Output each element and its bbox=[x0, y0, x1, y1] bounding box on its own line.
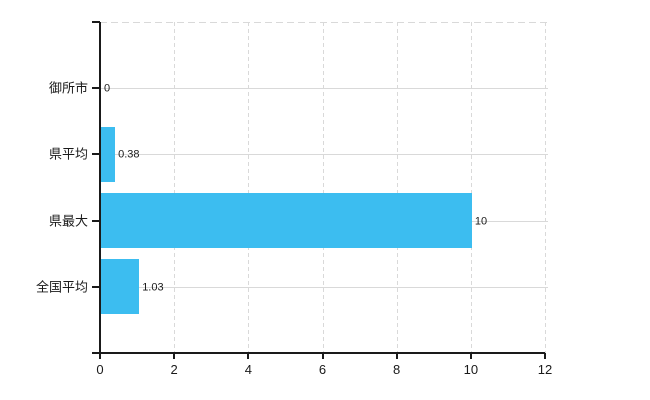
x-axis-tick bbox=[321, 353, 324, 359]
x-axis-tick-label: 0 bbox=[96, 362, 104, 377]
y-axis-line bbox=[99, 22, 101, 353]
y-axis-tick bbox=[92, 153, 100, 156]
x-axis-tick bbox=[173, 353, 176, 359]
y-axis-label: 全国平均 bbox=[35, 279, 88, 295]
x-axis-tick-label: 8 bbox=[393, 362, 401, 377]
x-axis-tick-label: 6 bbox=[318, 362, 327, 377]
bar-value-label: 1.03 bbox=[142, 281, 164, 294]
x-axis-tick bbox=[469, 353, 472, 359]
x-axis-tick-label: 4 bbox=[244, 362, 252, 377]
gridline-horizontal bbox=[100, 154, 548, 156]
y-axis-label: 県最大 bbox=[48, 213, 88, 229]
gridline-vertical bbox=[322, 22, 324, 353]
gridline-vertical bbox=[396, 22, 398, 353]
x-axis-tick-label: 2 bbox=[170, 362, 178, 377]
bar bbox=[101, 126, 116, 182]
y-axis-tick bbox=[92, 285, 100, 288]
plot-top-border bbox=[100, 22, 548, 23]
x-axis-tick bbox=[247, 353, 250, 359]
bar-value-label: 0 bbox=[104, 82, 111, 95]
x-axis-tick bbox=[544, 353, 546, 359]
y-axis-tick bbox=[92, 21, 100, 23]
gridline-vertical bbox=[545, 22, 546, 353]
y-axis-label: 県平均 bbox=[48, 146, 88, 162]
y-axis-label: 御所市 bbox=[48, 80, 88, 96]
x-axis-tick bbox=[395, 353, 398, 359]
bar bbox=[101, 259, 140, 315]
x-axis-tick-label: 10 bbox=[463, 362, 479, 377]
x-axis-tick-label: 12 bbox=[537, 362, 553, 377]
bar-value-label: 10 bbox=[474, 215, 488, 228]
bar-value-label: 0.38 bbox=[118, 148, 140, 161]
y-axis-tick bbox=[92, 352, 100, 354]
gridline-vertical bbox=[470, 22, 472, 353]
y-axis-tick bbox=[92, 219, 100, 222]
y-axis-tick bbox=[92, 87, 100, 90]
gridline-vertical bbox=[248, 22, 250, 353]
gridline-horizontal bbox=[100, 286, 548, 288]
bar bbox=[101, 193, 472, 249]
x-axis-tick bbox=[99, 353, 101, 359]
gridline-horizontal bbox=[100, 88, 548, 90]
gridline-vertical bbox=[174, 22, 176, 353]
